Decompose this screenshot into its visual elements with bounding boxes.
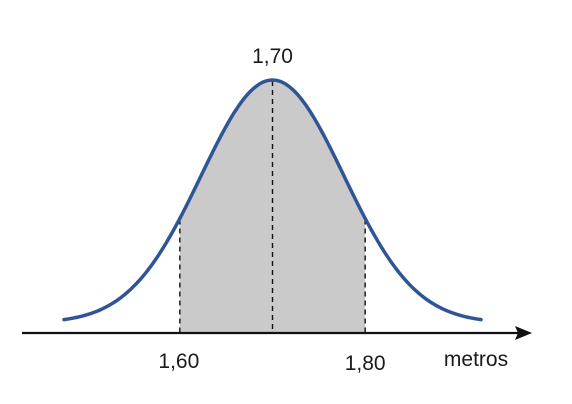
shaded-area <box>179 80 366 333</box>
x-axis-arrowhead <box>515 326 532 340</box>
normal-curve <box>62 78 483 322</box>
x-axis-label: metros <box>444 348 508 371</box>
lower-bound-label: 1,60 <box>158 350 199 373</box>
mean-label: 1,70 <box>252 45 293 68</box>
upper-bound-label: 1,80 <box>345 352 386 375</box>
